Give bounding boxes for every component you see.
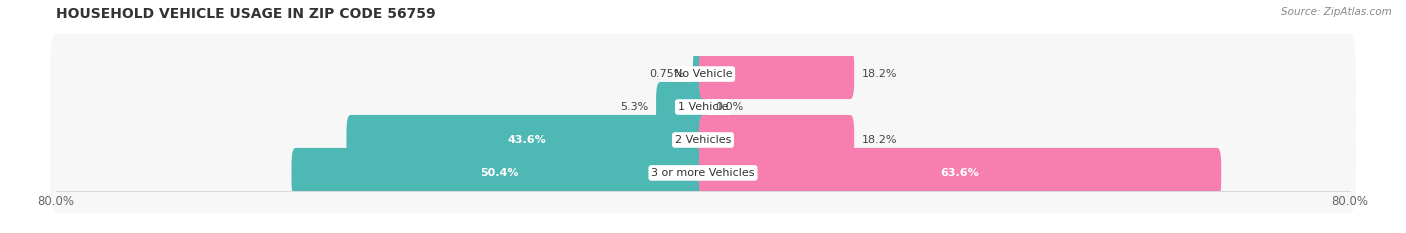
- Text: 3 or more Vehicles: 3 or more Vehicles: [651, 168, 755, 178]
- Text: 5.3%: 5.3%: [620, 102, 648, 112]
- Text: 0.75%: 0.75%: [650, 69, 685, 79]
- FancyBboxPatch shape: [346, 115, 707, 165]
- Text: No Vehicle: No Vehicle: [673, 69, 733, 79]
- Text: 63.6%: 63.6%: [941, 168, 980, 178]
- FancyBboxPatch shape: [699, 148, 1222, 198]
- FancyBboxPatch shape: [657, 82, 707, 132]
- Text: 50.4%: 50.4%: [479, 168, 519, 178]
- Text: HOUSEHOLD VEHICLE USAGE IN ZIP CODE 56759: HOUSEHOLD VEHICLE USAGE IN ZIP CODE 5675…: [56, 7, 436, 21]
- Text: Source: ZipAtlas.com: Source: ZipAtlas.com: [1281, 7, 1392, 17]
- FancyBboxPatch shape: [51, 133, 1355, 213]
- Text: 1 Vehicle: 1 Vehicle: [678, 102, 728, 112]
- FancyBboxPatch shape: [699, 49, 855, 99]
- FancyBboxPatch shape: [291, 148, 707, 198]
- FancyBboxPatch shape: [51, 99, 1355, 180]
- Text: 0.0%: 0.0%: [716, 102, 744, 112]
- Text: 2 Vehicles: 2 Vehicles: [675, 135, 731, 145]
- FancyBboxPatch shape: [699, 115, 855, 165]
- Text: 18.2%: 18.2%: [862, 135, 898, 145]
- FancyBboxPatch shape: [693, 49, 707, 99]
- Text: 43.6%: 43.6%: [508, 135, 546, 145]
- Text: 18.2%: 18.2%: [862, 69, 898, 79]
- FancyBboxPatch shape: [51, 34, 1355, 114]
- FancyBboxPatch shape: [51, 67, 1355, 147]
